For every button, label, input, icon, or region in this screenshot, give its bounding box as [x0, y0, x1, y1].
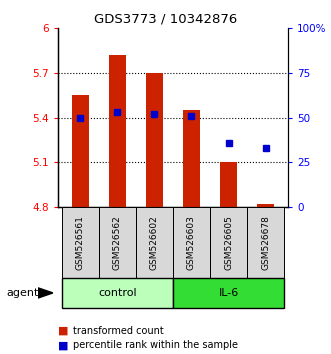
Bar: [210, 207, 247, 278]
Text: GDS3773 / 10342876: GDS3773 / 10342876: [94, 12, 237, 25]
Bar: [173, 278, 284, 308]
Text: GSM526605: GSM526605: [224, 215, 233, 270]
Text: agent: agent: [7, 288, 39, 298]
Bar: [220, 162, 237, 207]
Text: percentile rank within the sample: percentile rank within the sample: [73, 340, 238, 350]
Bar: [62, 278, 173, 308]
Text: GSM526678: GSM526678: [261, 215, 270, 270]
Text: transformed count: transformed count: [73, 326, 164, 336]
Text: ■: ■: [58, 340, 69, 350]
Bar: [183, 110, 200, 207]
Bar: [72, 95, 88, 207]
Polygon shape: [38, 288, 53, 298]
Bar: [247, 207, 284, 278]
Text: GSM526562: GSM526562: [113, 215, 122, 270]
Bar: [62, 207, 99, 278]
Text: GSM526561: GSM526561: [76, 215, 85, 270]
Bar: [146, 73, 163, 207]
Bar: [173, 207, 210, 278]
Text: ■: ■: [58, 326, 69, 336]
Bar: [136, 207, 173, 278]
Text: IL-6: IL-6: [218, 288, 239, 298]
Bar: [109, 55, 126, 207]
Text: control: control: [98, 288, 137, 298]
Text: GSM526602: GSM526602: [150, 215, 159, 270]
Bar: [258, 204, 274, 207]
Bar: [99, 207, 136, 278]
Text: GSM526603: GSM526603: [187, 215, 196, 270]
